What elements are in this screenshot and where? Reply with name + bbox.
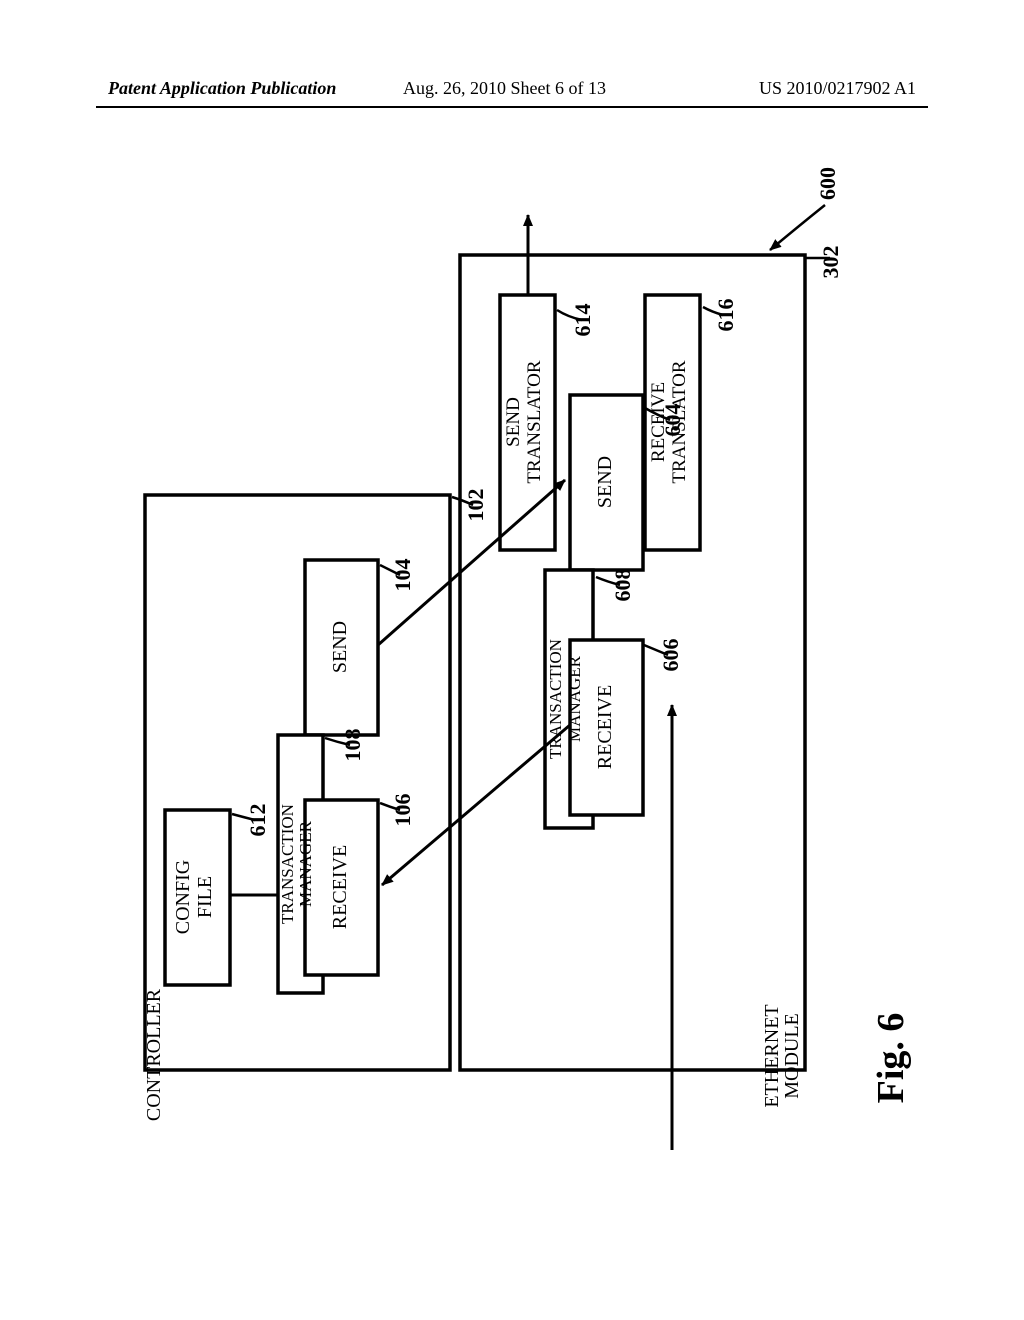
e-receive-label: RECEIVE <box>594 685 616 769</box>
ref-614: 614 <box>570 304 595 337</box>
ref-606: 606 <box>658 639 683 672</box>
ref-600-pointer <box>770 205 825 250</box>
controller-label: CONTROLLER <box>143 988 165 1121</box>
c-txmgr-l1: TRANSACTION <box>278 804 297 924</box>
send-tr-l2: TRANSLATOR <box>524 360 545 483</box>
figure-area: 600 302 614 604 608 606 616 102 104 108 … <box>0 0 1024 1320</box>
figure-label: Fig. 6 <box>870 1013 912 1104</box>
recv-tr-l1: RECEIVE <box>648 382 669 462</box>
e-txmgr-l2: MANAGER <box>565 655 584 742</box>
ref-106: 106 <box>390 794 415 827</box>
ethernet-module-label-l1: ETHERNET <box>761 1004 783 1107</box>
ref-102: 102 <box>463 489 488 522</box>
ref-608: 608 <box>610 569 635 602</box>
e-txmgr-l1: TRANSACTION <box>546 639 565 759</box>
e-send-label: SEND <box>594 456 616 508</box>
ethernet-module-label-l2: MODULE <box>781 1013 803 1099</box>
c-send-label: SEND <box>329 621 351 673</box>
ref-302: 302 <box>818 246 843 279</box>
ref-616: 616 <box>713 299 738 332</box>
ref-108: 108 <box>340 729 365 762</box>
ref-600: 600 <box>815 167 840 200</box>
config-file-label-l1: CONFIG <box>172 860 194 934</box>
ref-612: 612 <box>245 804 270 837</box>
config-file-label-l2: FILE <box>194 876 216 918</box>
c-txmgr-l2: MANAGER <box>296 820 315 907</box>
recv-tr-l2: TRANSLATOR <box>669 360 690 483</box>
diagram-svg: 600 302 614 604 608 606 616 102 104 108 … <box>0 0 1024 1320</box>
ref-104: 104 <box>390 559 415 592</box>
patent-page: Patent Application Publication Aug. 26, … <box>0 0 1024 1320</box>
c-receive-label: RECEIVE <box>329 845 351 929</box>
send-tr-l1: SEND <box>503 397 524 447</box>
